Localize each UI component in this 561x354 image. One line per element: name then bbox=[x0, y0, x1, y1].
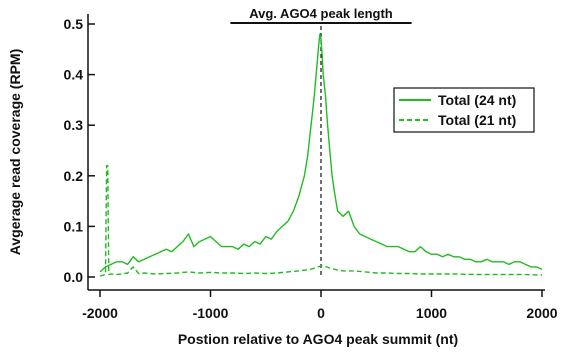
legend-label-21nt: Total (21 nt) bbox=[438, 112, 516, 128]
y-tick-label: 0.2 bbox=[64, 168, 84, 184]
series-line-24nt bbox=[99, 33, 543, 273]
y-tick-label: 0.4 bbox=[64, 67, 84, 83]
legend-box bbox=[393, 87, 535, 133]
y-tick-label: 0.1 bbox=[64, 218, 84, 234]
legend-label-24nt: Total (24 nt) bbox=[438, 92, 516, 108]
y-ticks: 0.0 0.1 0.2 0.3 0.4 0.5 bbox=[64, 16, 95, 285]
x-tick-label: -2000 bbox=[82, 305, 118, 321]
axes bbox=[87, 14, 545, 291]
x-tick-label: 1000 bbox=[416, 305, 447, 321]
x-ticks: -2000 -1000 0 1000 2000 bbox=[82, 290, 558, 321]
series-line-21nt bbox=[99, 164, 543, 277]
y-axis-title: Avgerage read coverage (RPM) bbox=[7, 49, 23, 255]
legend: Total (24 nt) Total (21 nt) bbox=[393, 87, 535, 133]
y-tick-label: 0.0 bbox=[64, 269, 84, 285]
peak-length-label: Avg. AGO4 peak length bbox=[249, 6, 393, 21]
x-axis-title: Postion relative to AGO4 peak summit (nt… bbox=[178, 331, 458, 347]
x-tick-label: 2000 bbox=[526, 305, 557, 321]
plot-series bbox=[99, 33, 543, 277]
x-tick-label: 0 bbox=[317, 305, 325, 321]
y-tick-label: 0.5 bbox=[64, 16, 84, 32]
x-tick-label: -1000 bbox=[193, 305, 229, 321]
peak-length-annotation: Avg. AGO4 peak length bbox=[230, 6, 412, 24]
y-tick-label: 0.3 bbox=[64, 117, 84, 133]
